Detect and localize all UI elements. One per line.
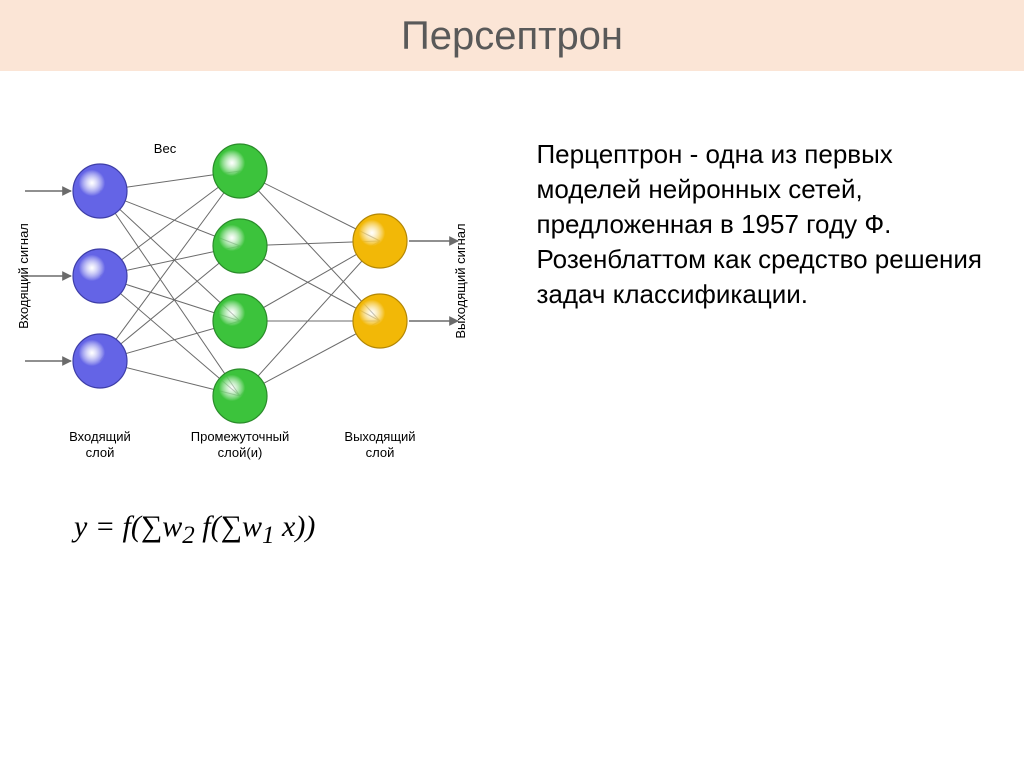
left-column: ВходящийслойПромежуточныйслой(и)Выходящи…	[0, 71, 516, 550]
page-title: Персептрон	[0, 14, 1024, 59]
description-text: Перцептрон - одна из первых моделей нейр…	[536, 137, 1004, 312]
svg-text:слой(и): слой(и)	[218, 445, 263, 460]
svg-text:слой: слой	[86, 445, 115, 460]
title-band: Персептрон	[0, 0, 1024, 71]
svg-text:Входящий сигнал: Входящий сигнал	[16, 223, 31, 329]
formula: y = f(∑w2 f(∑w1 x))	[74, 510, 516, 550]
content-row: ВходящийслойПромежуточныйслой(и)Выходящи…	[0, 71, 1024, 550]
svg-text:Промежуточный: Промежуточный	[191, 429, 289, 444]
svg-text:Выходящий: Выходящий	[344, 429, 415, 444]
svg-text:Выходящий сигнал: Выходящий сигнал	[453, 223, 468, 338]
right-column: Перцептрон - одна из первых моделей нейр…	[516, 71, 1024, 550]
perceptron-diagram: ВходящийслойПромежуточныйслой(и)Выходящи…	[10, 101, 510, 481]
svg-text:Вес: Вес	[154, 141, 177, 156]
svg-text:слой: слой	[366, 445, 395, 460]
svg-text:Входящий: Входящий	[69, 429, 131, 444]
